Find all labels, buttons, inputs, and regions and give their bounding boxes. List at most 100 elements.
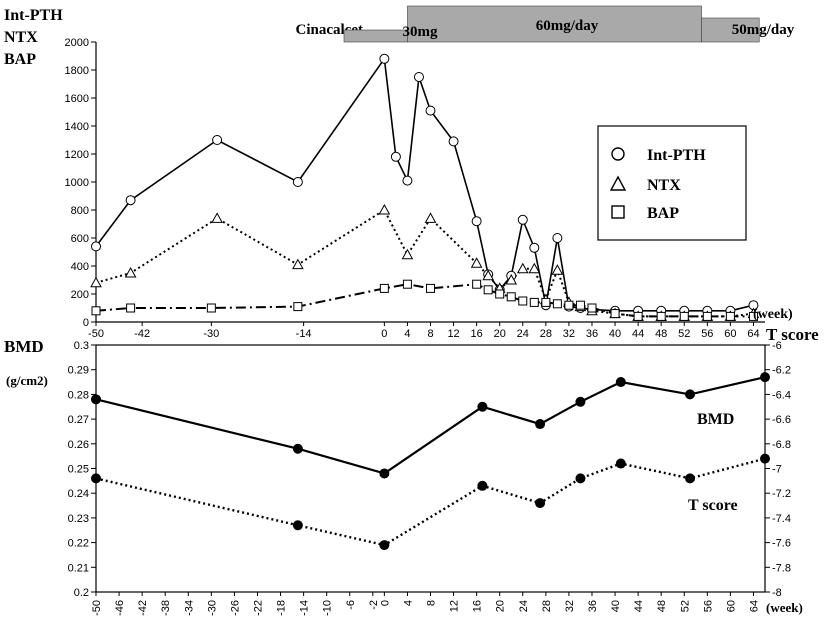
tscore-series-label: T score [688, 497, 738, 514]
data-point-bap [472, 279, 482, 289]
top-x-tick-label: 36 [586, 328, 598, 340]
bmd-y-tick-label: 0.21 [68, 562, 89, 574]
bottom-x-tick-label: 60 [725, 600, 737, 612]
top-x-tick-label: 56 [701, 328, 713, 340]
top-plot-area: 0200400600800100012001400160018002000-50… [65, 37, 765, 340]
top-ylabel-bap: BAP [4, 51, 36, 68]
top-y-tick-label: 200 [71, 289, 89, 301]
top-ylabel-int-pth: Int-PTH [4, 7, 63, 24]
bottom-x-tick-label: 64 [748, 600, 760, 612]
data-point-t-score [292, 520, 303, 531]
data-point-bap [483, 285, 493, 295]
treatment-phase-label-30mg: 30mg [403, 24, 438, 40]
top-ylabel-ntx: NTX [4, 29, 38, 46]
top-x-tick-label: 32 [563, 328, 575, 340]
top-x-tick-label: 4 [404, 328, 410, 340]
bottom-plot-frame [95, 344, 766, 593]
data-point-t-score [760, 453, 770, 464]
data-point-bap [587, 303, 597, 313]
bottom-x-tick-label: 4 [402, 600, 414, 606]
data-point-ntx [551, 264, 564, 275]
data-point-bmd [760, 372, 770, 383]
bottom-x-tick-label: 32 [564, 600, 576, 612]
top-x-tick-label: 16 [471, 328, 483, 340]
top-y-tick-label: 2000 [65, 37, 89, 49]
bottom-x-tick-label: -26 [229, 600, 241, 616]
bottom-x-tick-label: 52 [679, 600, 691, 612]
legend-label-ntx: NTX [647, 177, 681, 194]
data-point-bmd [292, 443, 303, 454]
data-point-bap [506, 292, 516, 302]
bottom-x-tick-label: 8 [426, 600, 438, 606]
top-y-tick-label: 1200 [65, 149, 89, 161]
data-point-bap [126, 303, 136, 313]
tscore-y-tick-label: -6.6 [772, 414, 791, 426]
bmd-y-tick-label: 0.3 [74, 340, 89, 352]
top-x-tick-label: 28 [540, 328, 552, 340]
data-point-bap [518, 296, 528, 306]
data-point-bap [495, 289, 505, 299]
series-line-int-pth [95, 56, 754, 312]
bottom-x-tick-label: -38 [160, 600, 172, 616]
top-y-tick-label: 1600 [65, 93, 89, 105]
data-point-bap [426, 283, 435, 293]
top-x-tick-label: -50 [88, 328, 104, 340]
data-point-t-score [477, 480, 488, 491]
bottom-x-tick-label: -2 [368, 600, 380, 610]
bmd-y-tick-label: 0.27 [68, 414, 89, 426]
data-point-int-pth [552, 233, 563, 243]
bottom-x-tick-label: 24 [518, 600, 530, 612]
bmd-y-tick-label: 0.29 [68, 365, 89, 377]
treatment-phase-30mg [343, 29, 408, 43]
top-x-tick-label: 8 [427, 328, 433, 340]
data-point-bap [702, 311, 712, 321]
top-x-tick-label: -30 [203, 328, 219, 340]
data-point-ntx [90, 276, 102, 288]
data-point-bap [402, 279, 412, 289]
data-point-bmd [615, 377, 626, 388]
top-x-tick-label: 48 [655, 328, 667, 340]
tscore-y-tick-label: -8 [772, 587, 782, 599]
data-point-bap [552, 299, 562, 309]
data-point-t-score [535, 498, 546, 509]
data-point-int-pth [425, 105, 436, 116]
bottom-x-tick-label: -50 [91, 600, 103, 616]
tscore-y-tick-label: -7 [772, 464, 782, 476]
data-point-bap [541, 297, 551, 307]
top-y-tick-label: 1400 [65, 121, 89, 133]
data-point-bmd [535, 419, 546, 430]
bottom-x-tick-label: 12 [449, 600, 461, 612]
bottom-x-tick-label: -30 [206, 600, 218, 616]
bottom-x-tick-label: -34 [183, 600, 195, 616]
data-point-bap [293, 302, 303, 312]
top-y-tick-label: 1800 [65, 65, 89, 77]
data-point-ntx [528, 262, 541, 274]
tscore-y-tick-label: -6.8 [772, 439, 791, 451]
data-point-int-pth [379, 53, 390, 64]
data-point-int-pth [413, 72, 424, 82]
data-point-ntx [124, 266, 137, 278]
top-xunit: (week) [753, 307, 793, 322]
bottom-x-tick-label: -42 [137, 600, 149, 616]
tscore-y-tick-label: -7.6 [772, 538, 791, 550]
tscore-y-tick-label: -7.4 [772, 513, 791, 525]
top-y-tick-label: 600 [71, 233, 89, 245]
data-point-int-pth [390, 151, 401, 162]
top-x-tick-label: 40 [609, 328, 621, 340]
bottom-plot-area: 0.2 0.21 0.22 0.23 0.24 0.25 0.26 0.27 0.28 0.29 0… [68, 340, 791, 616]
top-x-tick-label: 12 [447, 328, 459, 340]
bottom-x-tick-label: 20 [495, 600, 507, 612]
data-point-ntx [211, 212, 223, 223]
legend-circle-marker [611, 147, 625, 161]
data-point-bap [610, 309, 620, 319]
data-point-t-score [91, 473, 101, 484]
bottom-x-tick-label: 36 [587, 600, 599, 612]
bottom-x-tick-label: 16 [472, 600, 484, 612]
top-y-tick-label: 400 [71, 261, 89, 273]
data-point-bap [575, 300, 585, 310]
bottom-x-tick-label: 44 [633, 600, 645, 612]
top-x-tick-label: 60 [724, 328, 736, 340]
data-point-int-pth [517, 214, 528, 225]
top-y-tick-label: 1000 [65, 177, 89, 189]
data-point-int-pth [292, 177, 303, 187]
